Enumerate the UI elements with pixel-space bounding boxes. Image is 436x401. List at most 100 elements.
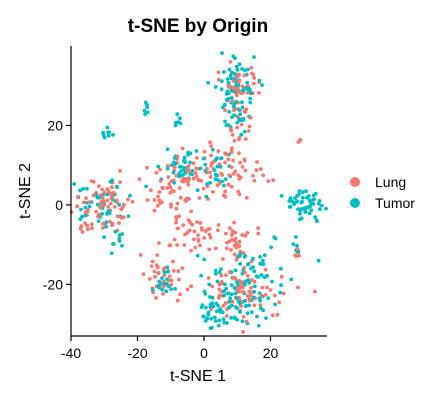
- data-point-tumor: [242, 129, 247, 134]
- data-point-lung: [172, 165, 177, 170]
- data-point-lung: [230, 233, 234, 238]
- data-point-tumor: [111, 242, 115, 246]
- data-point-lung: [152, 198, 157, 202]
- data-point-tumor: [203, 319, 208, 323]
- data-point-lung: [193, 171, 198, 175]
- data-point-lung: [196, 237, 201, 242]
- data-point-tumor: [226, 91, 231, 96]
- data-point-lung: [181, 179, 186, 184]
- data-point-tumor: [228, 73, 233, 78]
- data-point-tumor: [164, 289, 169, 294]
- data-point-tumor: [238, 251, 243, 256]
- data-point-lung: [216, 77, 221, 82]
- data-point-lung: [171, 259, 175, 264]
- data-point-tumor: [172, 160, 176, 165]
- data-point-lung: [152, 269, 157, 274]
- data-point-tumor: [231, 54, 236, 59]
- data-point-tumor: [305, 195, 310, 200]
- data-point-lung: [229, 248, 233, 252]
- data-point-lung: [268, 288, 273, 292]
- data-point-tumor: [104, 224, 108, 229]
- data-point-lung: [227, 226, 232, 231]
- data-point-tumor: [204, 194, 209, 199]
- data-point-lung: [196, 178, 201, 183]
- data-point-lung: [239, 280, 244, 285]
- data-point-lung: [239, 91, 244, 96]
- data-point-tumor: [241, 88, 245, 93]
- data-point-tumor: [316, 258, 321, 263]
- data-point-tumor: [245, 262, 250, 267]
- data-point-lung: [232, 108, 236, 113]
- data-point-lung: [249, 285, 254, 290]
- data-point-tumor: [188, 160, 192, 165]
- data-point-lung: [246, 129, 251, 134]
- data-point-tumor: [312, 197, 317, 202]
- data-point-tumor: [258, 306, 263, 311]
- data-point-tumor: [252, 289, 257, 294]
- data-point-tumor: [266, 296, 271, 300]
- data-point-tumor: [317, 199, 322, 203]
- data-point-tumor: [270, 279, 274, 284]
- data-point-tumor: [160, 276, 164, 280]
- data-point-tumor: [178, 164, 182, 169]
- data-point-lung: [231, 275, 236, 280]
- data-point-tumor: [257, 78, 262, 83]
- data-point-tumor: [222, 293, 227, 298]
- points-layer: [69, 51, 328, 334]
- y-tick-label: -20: [43, 276, 63, 292]
- data-point-tumor: [245, 311, 250, 316]
- data-point-lung: [216, 149, 221, 154]
- data-point-lung: [263, 293, 268, 297]
- data-point-lung: [270, 313, 275, 318]
- data-point-tumor: [183, 160, 188, 165]
- data-point-lung: [238, 160, 243, 165]
- data-point-lung: [195, 156, 199, 160]
- data-point-lung: [241, 315, 246, 319]
- data-point-lung: [295, 247, 300, 252]
- data-point-lung: [157, 190, 162, 194]
- data-point-tumor: [311, 193, 316, 198]
- legend-label-tumor: Tumor: [375, 195, 415, 211]
- data-point-lung: [266, 179, 271, 184]
- data-point-lung: [89, 179, 94, 184]
- data-point-tumor: [243, 298, 248, 303]
- data-point-lung: [106, 204, 111, 209]
- data-point-lung: [122, 215, 126, 220]
- data-point-tumor: [72, 182, 77, 186]
- data-point-lung: [236, 89, 241, 94]
- x-tick-label: 20: [263, 345, 279, 361]
- data-point-tumor: [226, 97, 231, 101]
- data-point-tumor: [236, 254, 241, 259]
- data-point-lung: [185, 168, 190, 172]
- data-point-tumor: [319, 203, 324, 208]
- data-point-lung: [199, 226, 204, 230]
- data-point-tumor: [95, 202, 100, 207]
- data-point-tumor: [218, 164, 223, 169]
- data-point-lung: [237, 78, 242, 83]
- data-point-tumor: [85, 186, 89, 191]
- chart-title: t-SNE by Origin: [128, 16, 268, 37]
- legend-label-lung: Lung: [375, 174, 406, 190]
- data-point-lung: [86, 227, 90, 232]
- data-point-lung: [149, 264, 154, 268]
- data-point-tumor: [212, 168, 217, 173]
- data-point-lung: [145, 165, 150, 170]
- data-point-tumor: [229, 292, 234, 297]
- x-ticks: -40 -20 0 20: [61, 336, 279, 361]
- data-point-lung: [165, 163, 170, 168]
- y-ticks: -20 0 20: [43, 117, 71, 292]
- data-point-tumor: [233, 268, 238, 273]
- data-point-tumor: [292, 202, 297, 207]
- data-point-tumor: [219, 267, 223, 272]
- data-point-tumor: [202, 314, 206, 319]
- data-point-tumor: [246, 278, 251, 282]
- data-point-lung: [180, 146, 185, 151]
- data-point-tumor: [289, 277, 294, 282]
- data-point-tumor: [223, 177, 228, 182]
- data-point-tumor: [229, 76, 234, 81]
- x-tick-label: 0: [200, 345, 208, 361]
- data-point-tumor: [117, 202, 122, 207]
- data-point-tumor: [105, 211, 110, 215]
- data-point-tumor: [213, 172, 218, 177]
- data-point-lung: [171, 269, 176, 273]
